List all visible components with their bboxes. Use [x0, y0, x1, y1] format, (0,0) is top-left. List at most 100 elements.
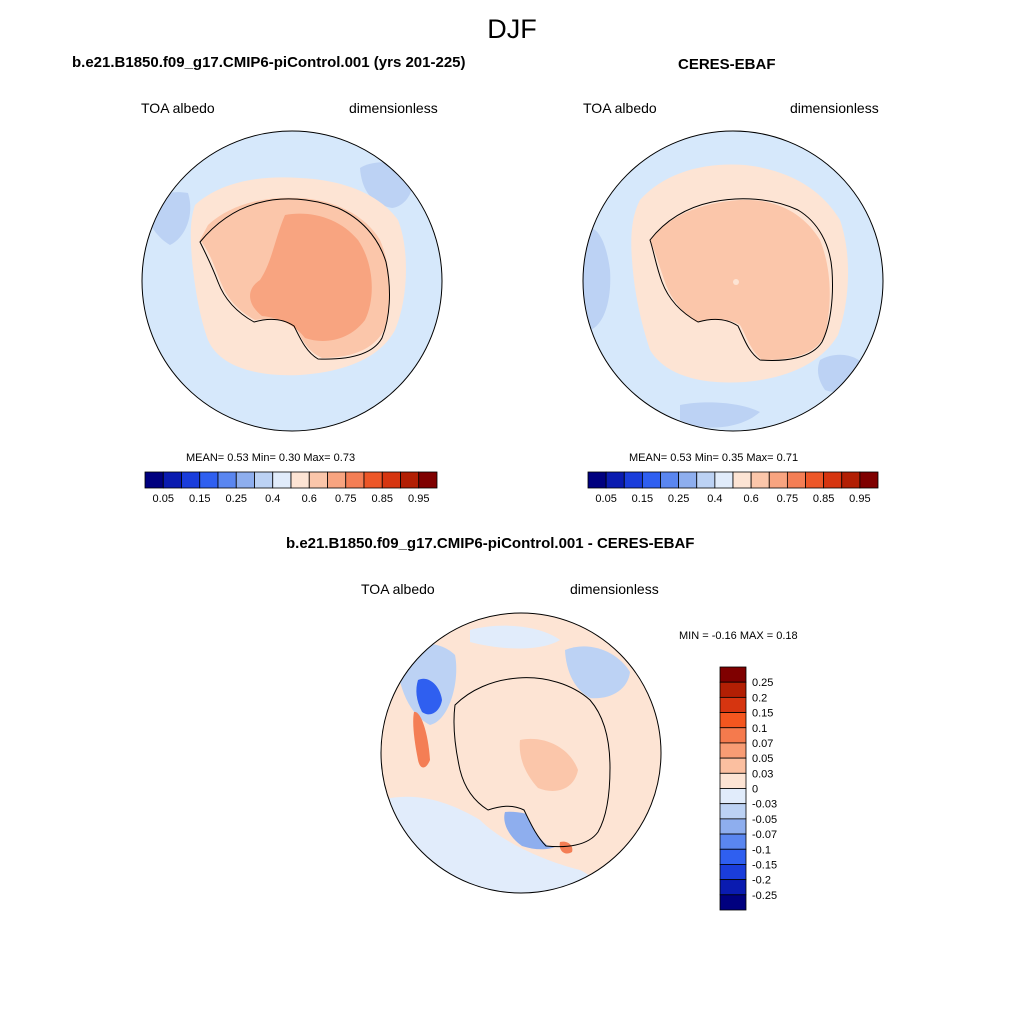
colorbars: 0.05 0.15 0.25 0.4 0.6 0.75 0.85 0.95 0.05 0.15 0.…: [144, 471, 879, 911]
colorbar-box: [162, 471, 182, 489]
positive-patch: [519, 738, 578, 791]
coastline: [453, 677, 611, 848]
colorbar-box: [768, 471, 788, 489]
colorbar-box: [308, 471, 328, 489]
colorbar-box: [623, 471, 643, 489]
colorbar-tick-label: 0.6: [302, 493, 317, 505]
colorbar-tick-label: 0.15: [632, 493, 653, 505]
map-model-albedo: [142, 131, 442, 431]
negative-zone: [470, 625, 560, 649]
colorbar-box: [719, 772, 747, 789]
panel3-title: b.e21.B1850.f09_g17.CMIP6-piControl.001 …: [286, 535, 695, 552]
colorbar-tick-label: 0.15: [752, 708, 773, 720]
strong-negative: [416, 678, 442, 715]
colorbar-box: [363, 471, 383, 489]
colorbar-box: [144, 471, 164, 489]
colorbar-box: [254, 471, 274, 489]
colorbar-box: [272, 471, 292, 489]
colorbar-box: [732, 471, 752, 489]
colorbar-box: [290, 471, 310, 489]
colorbar-box: [719, 788, 747, 805]
map-border: [380, 612, 662, 894]
colorbar-box: [199, 471, 219, 489]
panel2-units-label: dimensionless: [790, 100, 879, 116]
positive-edge: [559, 841, 573, 854]
colorbar-box: [400, 471, 420, 489]
colorbar-tick-label: 0.95: [408, 493, 429, 505]
colorbar-box: [719, 894, 747, 911]
map-observed-albedo: [583, 131, 883, 431]
colorbar-tick-label: 0.95: [849, 493, 870, 505]
colorbar-box: [381, 471, 401, 489]
colorbar-tick-label: 0.25: [668, 493, 689, 505]
colorbar-box: [181, 471, 201, 489]
colorbar-box: [217, 471, 237, 489]
panel1-units-label: dimensionless: [349, 100, 438, 116]
colorbar-box: [841, 471, 861, 489]
colorbar-box: [719, 848, 747, 865]
panel2-variable-label: TOA albedo: [583, 100, 657, 116]
colorbar-tick-label: 0.15: [189, 493, 210, 505]
colorbar-box: [786, 471, 806, 489]
colorbar-tick-label: 0.25: [226, 493, 247, 505]
colorbar-box: [719, 727, 747, 744]
panel1-title: b.e21.B1850.f09_g17.CMIP6-piControl.001 …: [72, 54, 466, 71]
colorbar-box: [719, 833, 747, 850]
colorbar-box: [696, 471, 716, 489]
colorbar-box: [750, 471, 770, 489]
colorbar-box: [345, 471, 365, 489]
colorbar-box: [719, 818, 747, 835]
colorbar-box: [719, 864, 747, 881]
colorbar-box: [235, 471, 255, 489]
panel1-stats: MEAN= 0.53 Min= 0.30 Max= 0.73: [186, 452, 356, 464]
colorbar-tick-label: -0.2: [752, 875, 771, 887]
figure-title: DJF: [487, 14, 537, 44]
colorbar-tick-label: 0.4: [707, 493, 722, 505]
colorbar-box: [660, 471, 680, 489]
colorbar-box: [823, 471, 843, 489]
colorbar-tick-label: 0.85: [813, 493, 834, 505]
panel2-title: CERES-EBAF: [678, 56, 776, 73]
panel3-units-label: dimensionless: [570, 581, 659, 597]
colorbar-box: [719, 879, 747, 896]
map-difference: [381, 613, 661, 893]
colorbar-box: [678, 471, 698, 489]
panel2-stats: MEAN= 0.53 Min= 0.35 Max= 0.71: [629, 452, 799, 464]
negative-zone: [565, 646, 630, 699]
colorbar-tick-label: 0.07: [752, 738, 773, 750]
blue-patch: [583, 228, 611, 330]
colorbar-box: [719, 712, 747, 729]
coastline: [199, 198, 390, 360]
colorbar-box: [805, 471, 825, 489]
colorbar-tick-label: 0.25: [752, 677, 773, 689]
colorbar-box: [605, 471, 625, 489]
colorbar-tick-label: -0.07: [752, 829, 777, 841]
colorbar-tick-label: 0.2: [752, 692, 767, 704]
map-border: [141, 130, 443, 432]
colorbar-tick-label: -0.05: [752, 814, 777, 826]
colorbar-tick-label: 0.1: [752, 723, 767, 735]
colorbar-tick-label: -0.03: [752, 799, 777, 811]
colorbar-tick-label: 0: [752, 784, 758, 796]
blue-patch: [680, 402, 760, 428]
colorbar-tick-label: -0.1: [752, 844, 771, 856]
panel3-variable-label: TOA albedo: [361, 581, 435, 597]
colorbar-tick-label: 0.03: [752, 768, 773, 780]
plateau-spot: [733, 279, 739, 285]
map-border: [582, 130, 884, 432]
colorbar-box: [327, 471, 347, 489]
colorbar-tick-label: 0.4: [265, 493, 280, 505]
colorbar-box: [719, 803, 747, 820]
colorbar-tick-label: 0.75: [777, 493, 798, 505]
colorbar-box: [719, 666, 747, 683]
colorbar-box: [587, 471, 607, 489]
colorbar-box: [714, 471, 734, 489]
colorbar-box: [859, 471, 879, 489]
colorbar-box: [719, 696, 747, 713]
colorbar-box: [641, 471, 661, 489]
colorbar-box: [719, 757, 747, 774]
colorbar-tick-label: 0.05: [153, 493, 174, 505]
positive-edge: [413, 711, 430, 768]
colorbar-tick-label: -0.25: [752, 890, 777, 902]
